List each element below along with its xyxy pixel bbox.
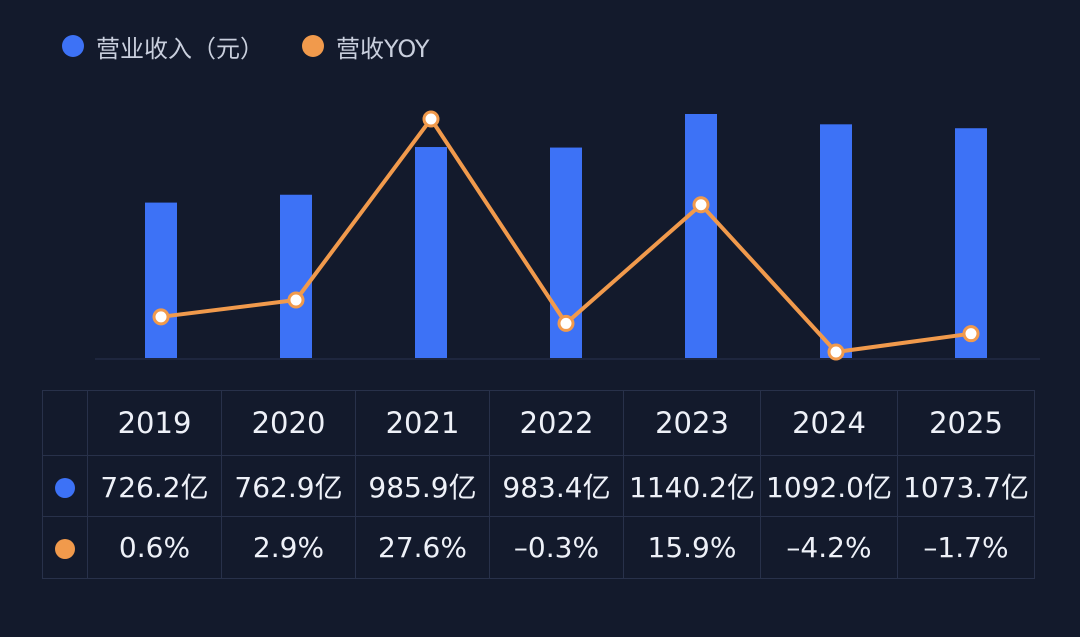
legend-label-revenue: 营业收入（元） (96, 34, 264, 63)
year-2023: 2023 (623, 390, 761, 456)
data-table: 2019 2020 2021 2022 2023 2024 2025 726.2… (42, 390, 1035, 579)
yoy-point[interactable] (692, 196, 710, 214)
revenue-bar[interactable] (820, 124, 852, 358)
revenue-bar[interactable] (685, 114, 717, 358)
revenue-row-marker (42, 455, 88, 517)
year-2020: 2020 (221, 390, 356, 456)
yoy-row-marker (42, 516, 88, 579)
revenue-cell: 983.4亿 (489, 455, 624, 517)
year-2025: 2025 (897, 390, 1035, 456)
revenue-cell: 1092.0亿 (760, 455, 898, 517)
table-header-row: 2019 2020 2021 2022 2023 2024 2025 (42, 390, 1035, 456)
revenue-bar[interactable] (415, 147, 447, 358)
revenue-bar[interactable] (955, 128, 987, 358)
revenue-row-dot (55, 477, 75, 498)
yoy-cell: –0.3% (489, 516, 624, 579)
yoy-point[interactable] (962, 325, 980, 343)
revenue-cell: 1073.7亿 (897, 455, 1035, 517)
revenue-legend-dot (62, 35, 84, 57)
table-row-revenue: 726.2亿 762.9亿 985.9亿 983.4亿 1140.2亿 1092… (42, 455, 1035, 517)
year-2019: 2019 (87, 390, 222, 456)
yoy-cell: 15.9% (623, 516, 761, 579)
yoy-point[interactable] (557, 314, 575, 332)
table-row-yoy: 0.6% 2.9% 27.6% –0.3% 15.9% –4.2% –1.7% (42, 516, 1035, 579)
revenue-cell: 1140.2亿 (623, 455, 761, 517)
revenue-bar[interactable] (145, 202, 177, 358)
yoy-cell: 0.6% (87, 516, 222, 579)
yoy-cell: 2.9% (221, 516, 356, 579)
yoy-cell: –1.7% (897, 516, 1035, 579)
header-marker-cell (42, 390, 88, 456)
yoy-row-dot (55, 539, 75, 559)
yoy-legend-dot (302, 35, 324, 57)
yoy-cell: –4.2% (760, 516, 898, 579)
yoy-cell: 27.6% (355, 516, 490, 579)
yoy-point[interactable] (422, 110, 440, 128)
yoy-point[interactable] (827, 343, 845, 361)
legend-item-revenue[interactable]: 营业收入（元） (62, 29, 264, 64)
revenue-bar[interactable] (280, 194, 312, 358)
yoy-point[interactable] (152, 308, 170, 326)
year-2021: 2021 (355, 390, 490, 456)
year-2024: 2024 (760, 390, 898, 456)
chart-plot (95, 110, 1040, 361)
yoy-point[interactable] (287, 291, 305, 309)
legend-label-yoy: 营收YOY (336, 34, 430, 63)
revenue-cell: 985.9亿 (355, 455, 490, 517)
legend: 营业收入（元） 营收YOY (62, 28, 430, 64)
revenue-cell: 726.2亿 (87, 455, 222, 517)
revenue-cell: 762.9亿 (221, 455, 356, 517)
legend-item-yoy[interactable]: 营收YOY (302, 29, 430, 64)
year-2022: 2022 (489, 390, 624, 456)
